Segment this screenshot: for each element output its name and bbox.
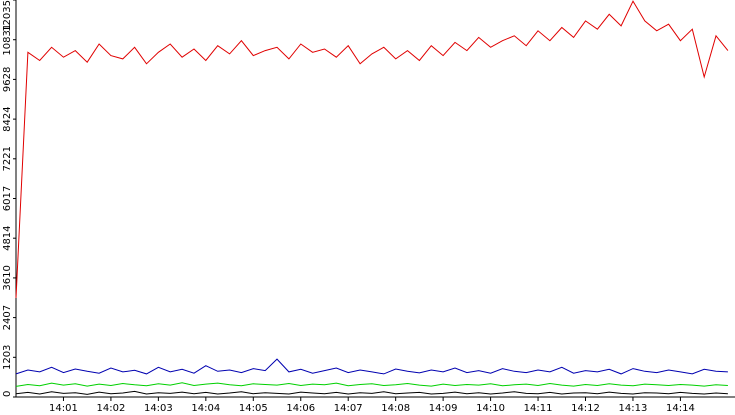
x-tick-label: 14:11 [524,403,553,414]
x-tick-label: 14:07 [334,403,363,414]
x-tick-label: 14:05 [239,403,268,414]
series-line [15,358,728,375]
x-tick-label: 14:10 [476,403,505,414]
series-line [15,382,728,387]
y-tick-label: 2407 [2,305,13,330]
y-tick-label: 4814 [2,225,13,250]
x-tick-label: 14:08 [381,403,410,414]
y-tick-label: 3610 [2,265,13,290]
x-tick-label: 14:12 [571,403,600,414]
y-tick-label: 8424 [2,106,13,131]
series-line [15,0,729,299]
x-tick-label: 14:13 [619,403,648,414]
x-tick-label: 14:01 [49,403,78,414]
series-line [15,390,728,395]
y-tick-label: 12035 [2,0,13,32]
y-tick-label: 9628 [2,67,13,92]
y-tick-label: 7221 [2,146,13,171]
x-tick-label: 14:02 [97,403,126,414]
y-tick-label: 0 [2,391,13,397]
x-tick-label: 14:06 [286,403,315,414]
x-tick-label: 14:04 [191,403,220,414]
y-tick-label: 6017 [2,186,13,211]
x-tick-label: 14:09 [429,403,458,414]
x-tick-label: 14:03 [144,403,173,414]
y-tick-label: 1203 [2,345,13,370]
y-tick-label: 10831 [2,24,13,56]
x-tick-label: 14:14 [666,403,695,414]
